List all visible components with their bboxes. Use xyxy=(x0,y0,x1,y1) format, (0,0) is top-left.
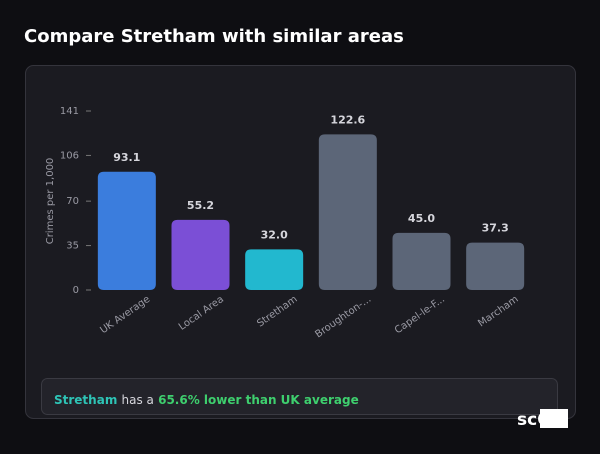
bar xyxy=(171,219,230,290)
card xyxy=(25,65,576,419)
summary: Stretham has a 65.6% lower than UK avera… xyxy=(54,393,359,407)
bar xyxy=(318,134,377,290)
logo: scOS xyxy=(517,410,564,430)
y-tick-label: 141 xyxy=(60,106,79,117)
y-tick-label: 0 xyxy=(73,285,79,296)
value-label: 55.2 xyxy=(187,199,214,212)
page-title: Compare Stretham with similar areas xyxy=(24,26,404,47)
y-axis-label: Crimes per 1,000 xyxy=(45,158,56,245)
bar xyxy=(392,232,451,290)
summary-box xyxy=(41,378,558,415)
value-label: 45.0 xyxy=(408,212,435,225)
summary-area: Stretham xyxy=(54,393,117,407)
value-label: 122.6 xyxy=(330,113,365,126)
bar xyxy=(245,249,304,290)
value-label: 37.3 xyxy=(482,222,509,235)
y-tick-label: 35 xyxy=(66,241,79,252)
summary-text: has a xyxy=(122,393,154,407)
bar xyxy=(97,171,156,290)
summary-comparison: 65.6% lower than UK average xyxy=(158,393,359,407)
value-label: 93.1 xyxy=(113,151,140,164)
value-label: 32.0 xyxy=(261,228,288,241)
y-tick-label: 106 xyxy=(60,150,79,161)
bar xyxy=(466,242,525,290)
y-tick-label: 70 xyxy=(66,196,79,207)
logo-box xyxy=(540,409,568,428)
